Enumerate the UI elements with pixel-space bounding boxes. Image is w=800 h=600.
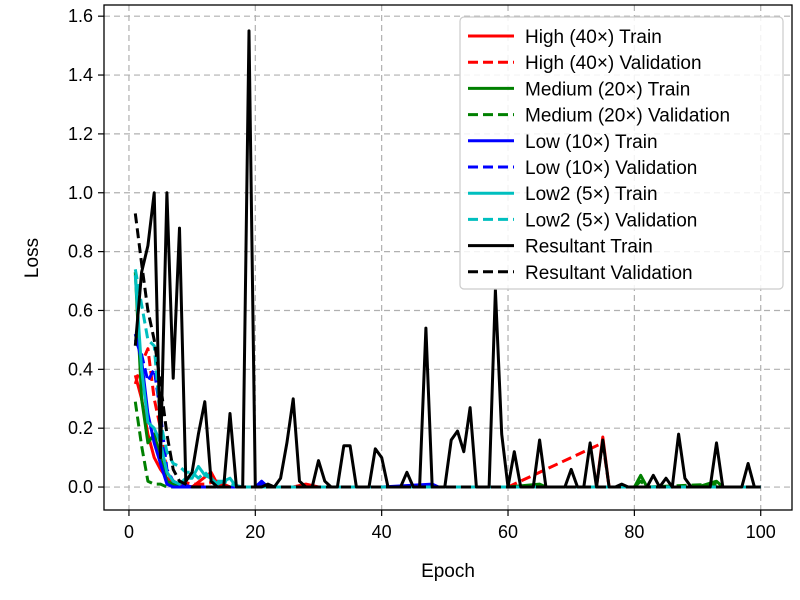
y-tick-label: 0.0 [68,477,93,497]
legend-label: Resultant Train [525,237,653,258]
legend-box [459,16,784,290]
x-tick-label: 100 [746,522,776,542]
y-axis-label: Loss [22,238,43,278]
plot-frame [103,4,793,511]
legend-label: Low (10×) Train [525,132,658,153]
legend-label: High (40×) Validation [525,53,702,74]
series-line-10 [133,213,761,489]
y-tick-label: 0.2 [68,418,93,438]
y-tick-label: 0.4 [68,359,93,379]
legend-label: Medium (20×) Validation [525,106,730,127]
y-tick-label: 1.6 [68,6,93,26]
axis-ticks: 0 20 40 60 80 100 0.0 0.2 0.4 0.6 0.8 1.0 1.2 1.4 1.6 [68,6,776,542]
x-tick-label: 20 [245,522,265,542]
y-tick-label: 1.2 [68,124,93,144]
x-tick-label: 40 [372,522,392,542]
x-axis-label: Epoch [421,561,475,582]
series-line-6 [133,339,761,489]
series-lines [133,29,761,489]
y-tick-label: 0.6 [68,300,93,320]
legend-label: Low2 (5×) Train [525,184,658,205]
legend-label: Low2 (5×) Validation [525,210,697,231]
x-tick-label: 60 [498,522,518,542]
x-tick-label: 80 [624,522,644,542]
legend-label: Medium (20×) Train [525,79,690,100]
x-tick-label: 0 [124,522,134,542]
y-tick-label: 1.0 [68,183,93,203]
legend-label: High (40×) Train [525,27,662,48]
legend-label: Resultant Validation [525,263,693,284]
legend: High (40×) Train High (40×) Validation Med… [459,16,784,290]
legend-label: Low (10×) Validation [525,158,697,179]
y-tick-label: 0.8 [68,242,93,262]
y-tick-label: 1.4 [68,65,93,85]
